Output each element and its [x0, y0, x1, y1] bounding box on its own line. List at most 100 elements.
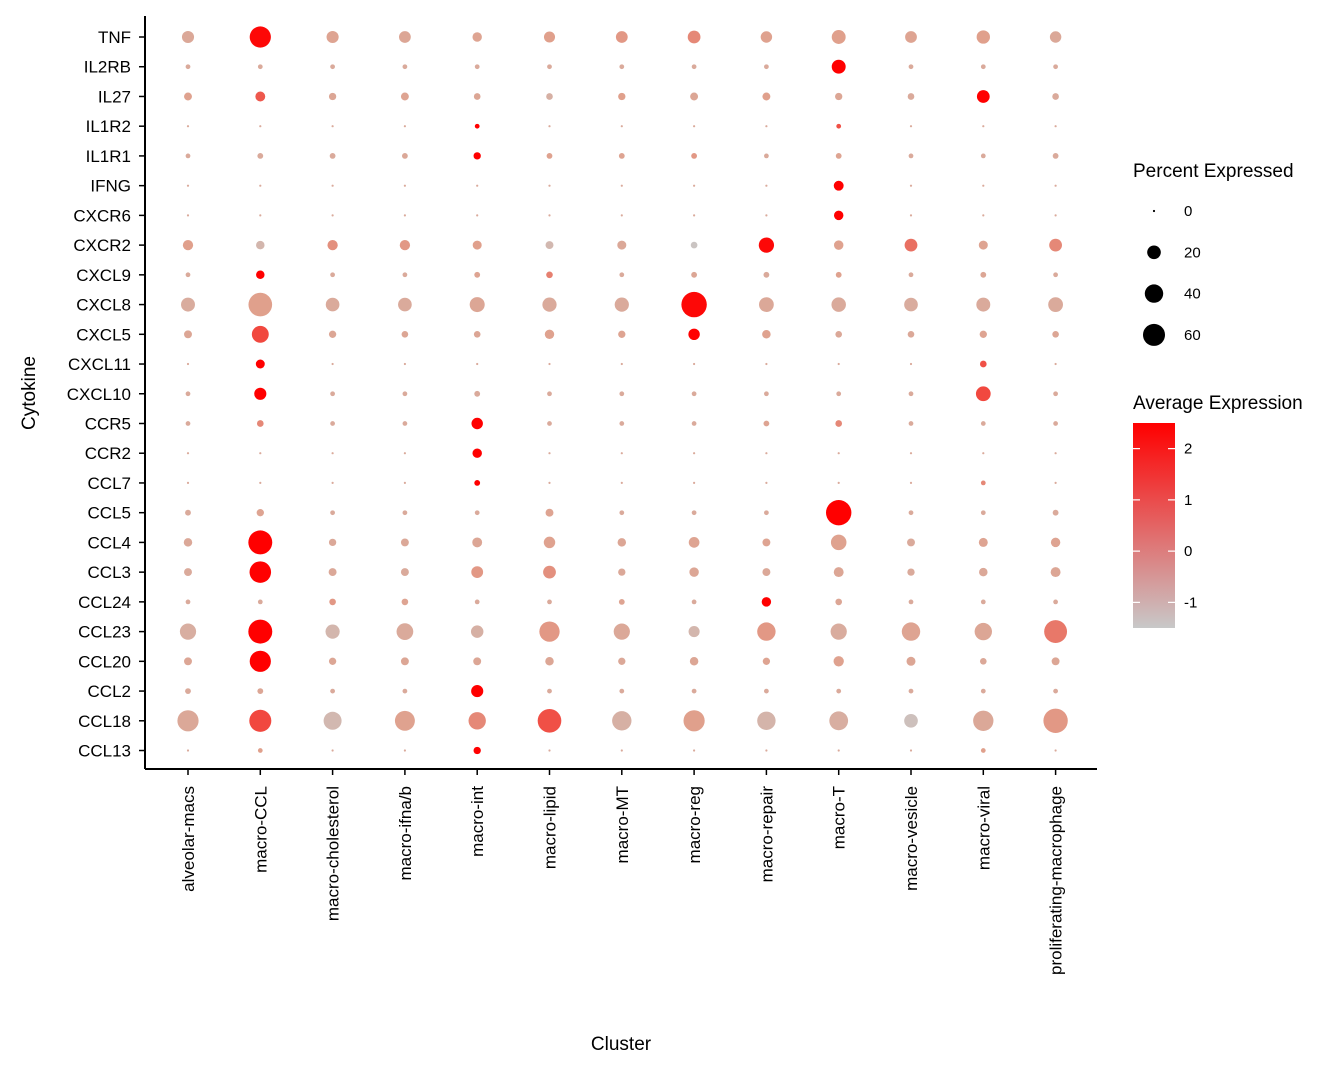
dot-ccl23-macro-ifna-b: [396, 623, 414, 640]
dot-ccl5-alveolar-macs: [185, 509, 191, 516]
dot-ccl13-macro-mt: [620, 749, 623, 752]
x-tick-label: macro-repair: [757, 786, 776, 883]
dot-ccl5-macro-ccl: [256, 509, 264, 517]
dot-tnf-macro-ifna-b: [399, 31, 411, 43]
dot-ifng-macro-reg: [693, 184, 696, 187]
dot-cxcl10-macro-cholesterol: [330, 391, 335, 397]
dot-cxcl9-macro-viral: [980, 271, 987, 278]
dot-cxcr6-macro-ifna-b: [403, 214, 406, 217]
dot-cxcl5-macro-reg: [688, 328, 700, 341]
y-tick-label: IL1R1: [86, 147, 131, 166]
dot-ccr2-proliferating-macrophage: [1054, 452, 1057, 455]
dot-il2rb-macro-reg: [691, 64, 697, 70]
dot-ccl24-macro-repair: [761, 597, 772, 607]
y-tick-label: CXCL8: [76, 296, 131, 315]
dot-ccl5-macro-cholesterol: [330, 510, 335, 516]
dot-cxcr2-macro-mt: [617, 240, 627, 250]
dot-il2rb-macro-mt: [619, 64, 625, 70]
dot-cxcl8-macro-ccl: [248, 292, 273, 317]
dot-cxcl9-macro-ccl: [256, 270, 265, 280]
dot-ccl3-macro-reg: [689, 567, 699, 577]
dot-cxcl5-macro-ifna-b: [401, 330, 409, 338]
dot-il27-macro-viral: [976, 90, 990, 103]
dot-il1r2-macro-vesicle: [909, 125, 913, 128]
x-tick-label: proliferating-macrophage: [1047, 786, 1066, 975]
y-tick-label: CCL13: [78, 742, 131, 761]
dot-ccl2-macro-lipid: [547, 688, 552, 694]
dot-ccl18-macro-lipid: [537, 708, 562, 733]
dot-cxcl9-macro-ifna-b: [402, 272, 408, 278]
dot-ccr5-macro-repair: [763, 420, 770, 427]
dot-cxcl10-macro-t: [836, 391, 842, 397]
dot-cxcl5-macro-cholesterol: [328, 330, 337, 338]
dot-cxcr2-macro-lipid: [545, 241, 554, 250]
dot-ccl13-macro-reg: [693, 749, 696, 752]
x-tick-label: macro-cholesterol: [324, 786, 343, 921]
dot-il1r1-macro-vesicle: [908, 153, 914, 159]
dot-ccl18-macro-ccl: [249, 709, 272, 732]
dot-cxcl10-macro-viral: [975, 386, 991, 402]
x-tick-label: macro-int: [468, 786, 487, 857]
dot-tnf-macro-viral: [976, 30, 990, 44]
y-tick-label: CCL2: [88, 682, 131, 701]
dot-il27-macro-int: [473, 93, 481, 100]
dot-cxcr6-macro-ccl: [259, 214, 262, 217]
dot-ccl4-alveolar-macs: [183, 538, 193, 547]
dot-ccl18-macro-reg: [683, 710, 705, 732]
dot-cxcl8-macro-vesicle: [904, 297, 918, 312]
dot-cxcr6-macro-mt: [620, 214, 623, 217]
y-tick-label: CCL24: [78, 593, 131, 612]
dot-ccl7-macro-ccl: [259, 481, 262, 484]
dot-cxcl5-macro-mt: [618, 330, 626, 338]
dot-ccl24-macro-mt: [618, 598, 625, 605]
y-tick-label: IL2RB: [84, 58, 131, 77]
x-axis-ticks: alveolar-macs macro-CCL macro-cholesterol m…: [179, 769, 1066, 975]
dot-ccr5-macro-viral: [980, 421, 986, 426]
dot-il1r1-macro-t: [835, 152, 842, 159]
dot-il27-macro-vesicle: [907, 93, 915, 100]
dot-ccr2-macro-reg: [693, 452, 696, 455]
dot-ccl13-macro-ccl: [257, 748, 263, 753]
dot-ccl5-macro-mt: [619, 510, 625, 516]
dot-il27-macro-mt: [618, 92, 626, 101]
dot-ccr5-alveolar-macs: [185, 421, 191, 426]
dot-il2rb-macro-vesicle: [908, 64, 914, 70]
dot-ccl2-macro-mt: [619, 688, 625, 694]
dot-ccl18-macro-int: [468, 712, 486, 730]
dot-ccl7-alveolar-macs: [186, 481, 190, 484]
dot-ccl20-macro-cholesterol: [328, 657, 337, 665]
dot-ccl7-macro-reg: [693, 481, 696, 484]
dot-ccr2-macro-lipid: [548, 452, 551, 455]
dot-ccl13-macro-int: [473, 746, 481, 755]
dot-cxcr6-macro-int: [476, 214, 479, 217]
dot-il1r1-macro-reg: [691, 152, 698, 159]
dot-ccl7-macro-lipid: [548, 481, 551, 484]
dot-cxcr2-macro-repair: [758, 237, 775, 253]
dot-ccr5-macro-lipid: [547, 421, 552, 426]
dot-cxcl9-macro-repair: [763, 271, 770, 278]
dot-ifng-macro-ccl: [259, 184, 262, 187]
dot-ifng-macro-lipid: [548, 184, 551, 187]
dot-cxcl10-macro-int: [474, 390, 481, 397]
color-legend-bar: [1133, 423, 1175, 628]
dot-cxcl11-macro-reg: [693, 362, 696, 366]
dot-ccl13-macro-repair: [765, 749, 768, 752]
dot-cxcr2-macro-t: [833, 240, 844, 250]
dot-cxcr2-macro-ccl: [256, 240, 265, 250]
dot-il27-macro-cholesterol: [328, 92, 337, 101]
dot-ccl23-proliferating-macrophage: [1044, 620, 1068, 644]
y-tick-label: IL1R2: [86, 117, 131, 136]
dot-ccr5-proliferating-macrophage: [1053, 421, 1058, 426]
dot-cxcr2-macro-cholesterol: [327, 239, 338, 251]
x-axis-title: Cluster: [591, 1034, 652, 1055]
x-tick-label: macro-CCL: [251, 786, 270, 873]
dot-ccl2-macro-ccl: [257, 688, 264, 695]
dot-cxcl5-macro-ccl: [251, 325, 269, 343]
dot-cxcl5-macro-viral: [979, 330, 987, 338]
dot-il27-macro-ifna-b: [400, 92, 409, 101]
color-legend: Average Expression 2 1 0 -1: [1133, 393, 1303, 628]
dot-cxcl10-macro-ifna-b: [402, 391, 408, 397]
dot-ccl20-macro-mt: [618, 657, 626, 665]
size-legend-key: [1144, 284, 1164, 303]
